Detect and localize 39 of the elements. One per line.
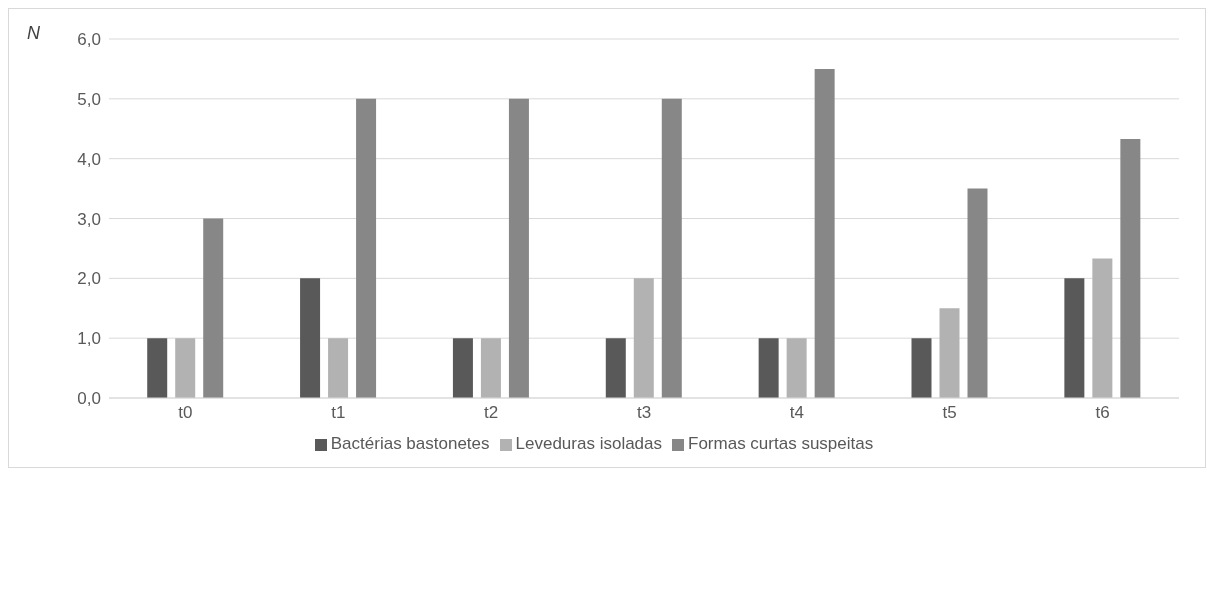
x-tick-label: t5 bbox=[942, 403, 957, 423]
x-tick-label: t4 bbox=[789, 403, 804, 423]
bar bbox=[480, 338, 501, 398]
bar bbox=[1092, 258, 1113, 398]
x-tick-label: t1 bbox=[331, 403, 346, 423]
bar bbox=[758, 338, 779, 398]
bar bbox=[661, 98, 682, 398]
y-tick-label: 3,0 bbox=[77, 209, 101, 229]
x-tick-label: t2 bbox=[484, 403, 499, 423]
bar bbox=[967, 188, 988, 398]
bar bbox=[452, 338, 473, 398]
bar bbox=[911, 338, 932, 398]
y-axis-title: N bbox=[27, 23, 40, 44]
bar bbox=[605, 338, 626, 398]
bar bbox=[814, 68, 835, 398]
legend-label: Formas curtas suspeitas bbox=[688, 434, 874, 453]
x-tick-label: t3 bbox=[636, 403, 652, 423]
y-tick-label: 2,0 bbox=[77, 269, 101, 289]
x-tick-label: t0 bbox=[178, 403, 193, 423]
bar bbox=[328, 338, 349, 398]
x-tick-label: t6 bbox=[1095, 403, 1110, 423]
y-tick-label: 6,0 bbox=[77, 30, 101, 50]
bar bbox=[147, 338, 168, 398]
y-tick-label: 1,0 bbox=[77, 329, 101, 349]
bar bbox=[939, 308, 960, 398]
y-tick-label: 5,0 bbox=[77, 89, 101, 109]
bar bbox=[508, 98, 529, 398]
y-tick-label: 0,0 bbox=[77, 389, 101, 409]
bar bbox=[356, 98, 377, 398]
bar bbox=[175, 338, 196, 398]
bar bbox=[203, 218, 224, 398]
bar bbox=[300, 278, 321, 398]
legend-label: Leveduras isoladas bbox=[515, 434, 663, 453]
y-tick-label: 4,0 bbox=[77, 149, 101, 169]
bar bbox=[1064, 278, 1085, 398]
bar bbox=[1120, 138, 1141, 398]
bar bbox=[786, 338, 807, 398]
legend-label: Bactérias bastonetes bbox=[330, 434, 490, 453]
bar bbox=[633, 278, 654, 398]
